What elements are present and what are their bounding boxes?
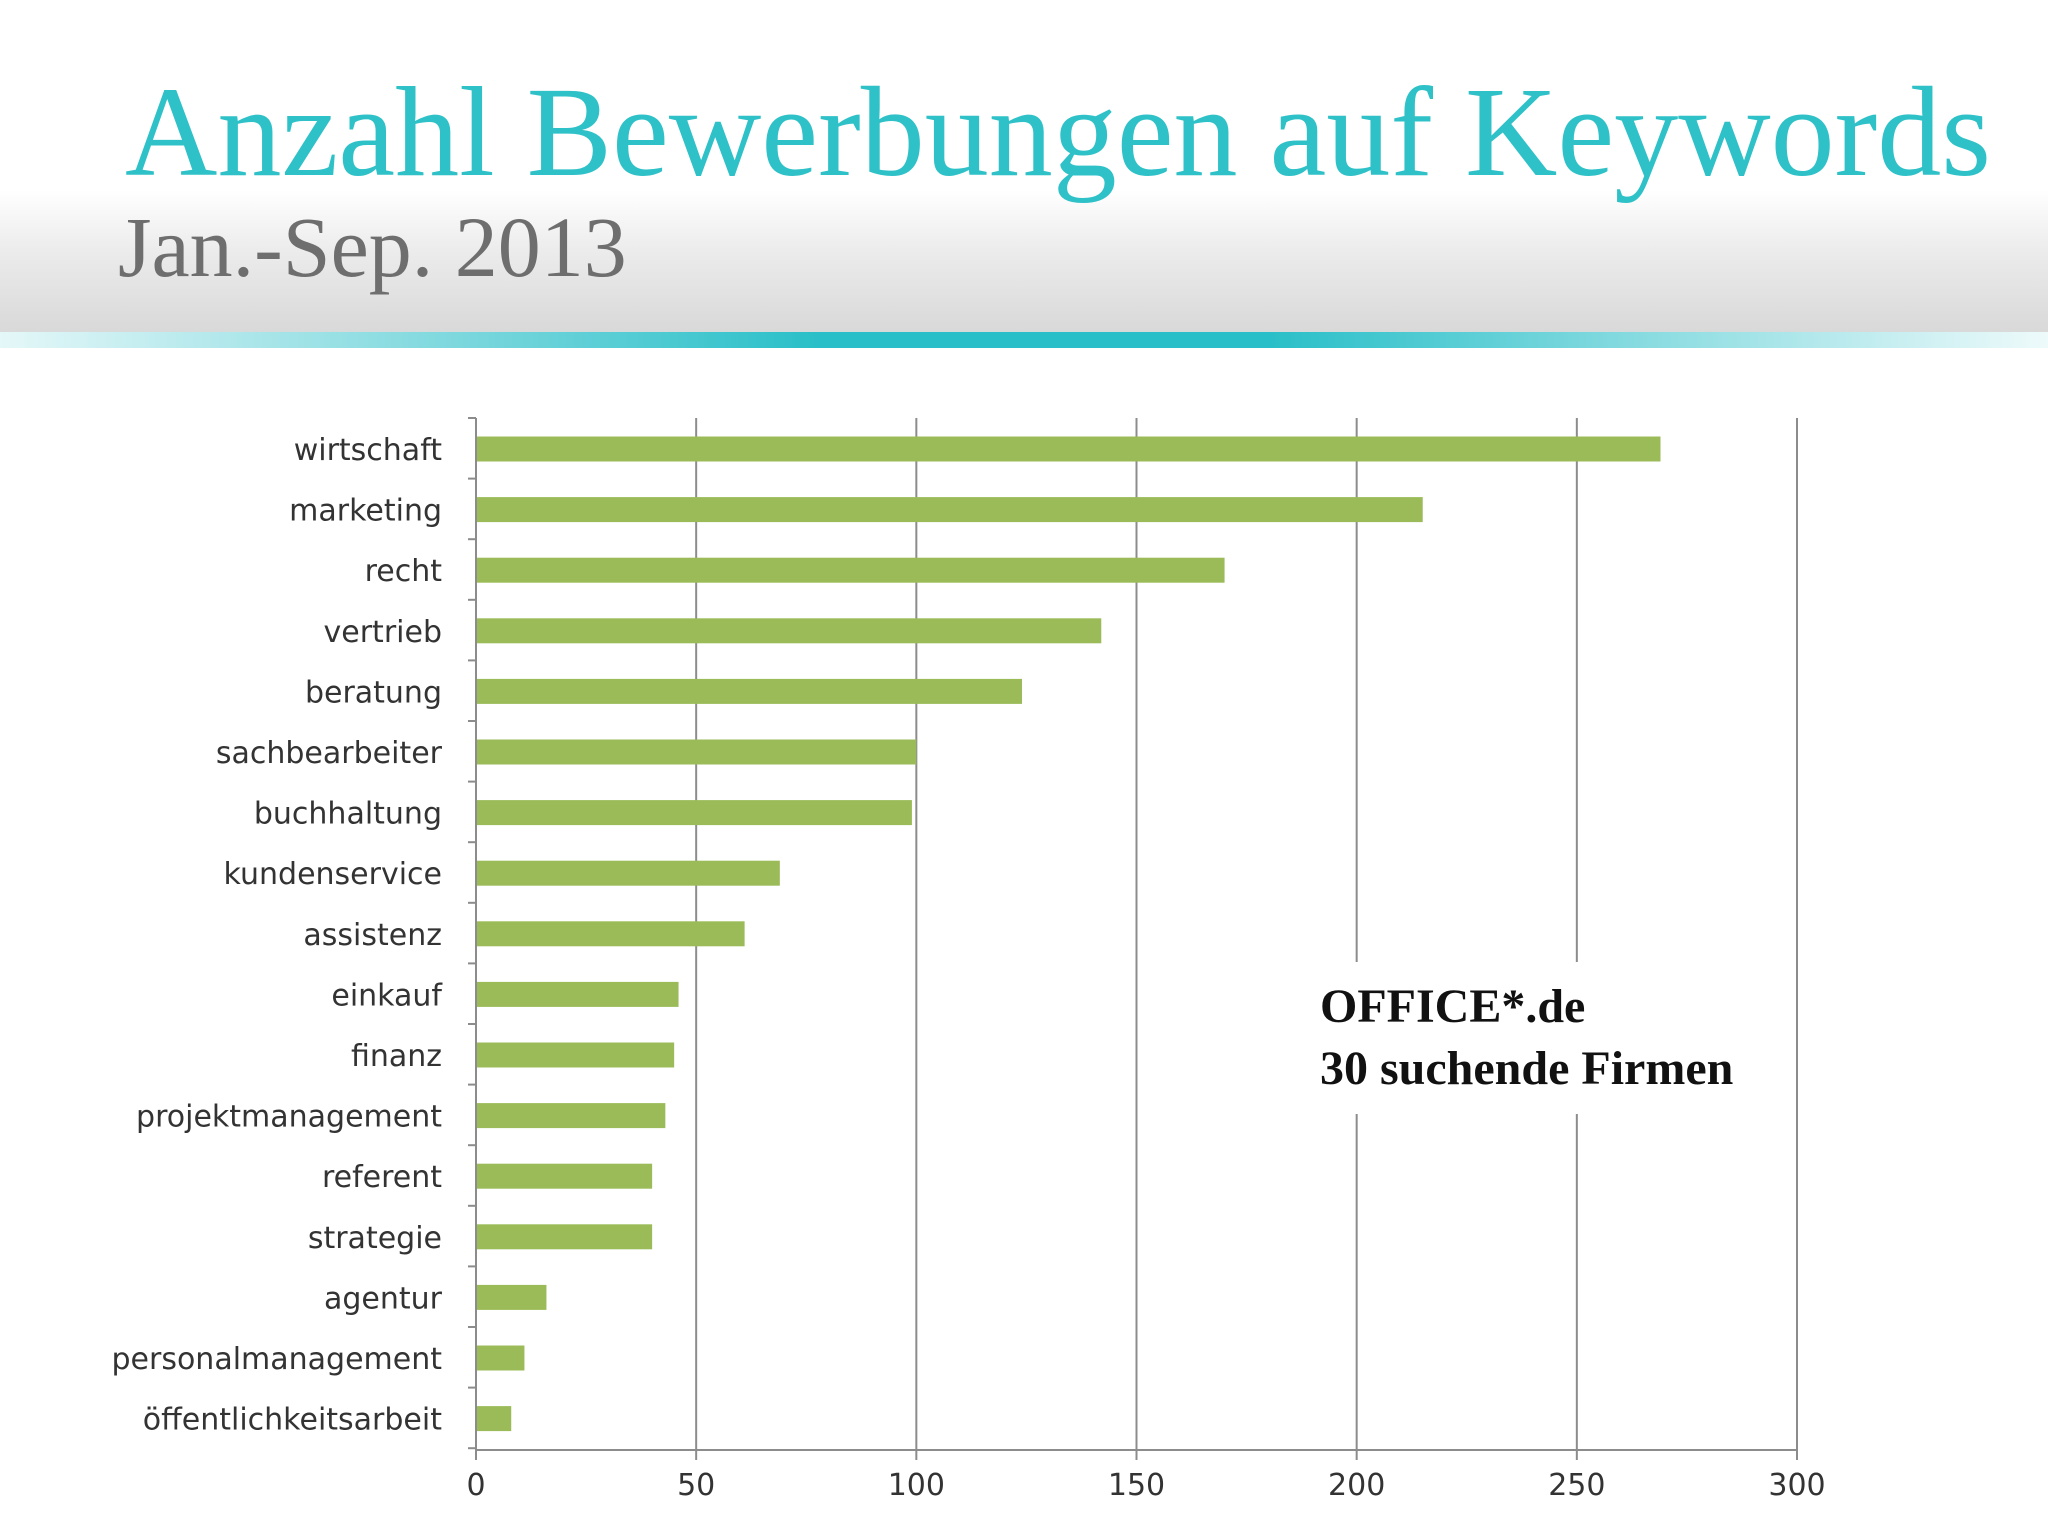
bar bbox=[477, 981, 679, 1007]
category-label: beratung bbox=[305, 675, 442, 710]
annotation-companies: 30 suchende Firmen bbox=[1320, 1042, 1734, 1095]
bar bbox=[477, 800, 912, 826]
header-accent-line bbox=[0, 332, 2048, 348]
bar bbox=[477, 436, 1661, 462]
category-label: marketing bbox=[289, 494, 442, 529]
category-label: strategie bbox=[308, 1221, 442, 1256]
x-tick-labels: 0 50 100 150 200 250 300 bbox=[466, 1468, 1825, 1503]
category-label: assistenz bbox=[303, 918, 442, 953]
chart-bars bbox=[477, 436, 1661, 1432]
category-label: recht bbox=[365, 554, 443, 589]
x-tick-label: 0 bbox=[466, 1468, 485, 1503]
chart-axes bbox=[468, 417, 1798, 1460]
bar bbox=[477, 1042, 675, 1068]
x-tick-label: 200 bbox=[1328, 1468, 1385, 1503]
annotation-site: OFFICE*.de bbox=[1320, 980, 1586, 1033]
category-label: einkauf bbox=[331, 978, 443, 1013]
category-label: vertrieb bbox=[324, 615, 442, 650]
bar bbox=[477, 860, 780, 886]
x-tick-label: 100 bbox=[888, 1468, 945, 1503]
category-label: agentur bbox=[324, 1281, 443, 1316]
annotation-box: OFFICE*.de 30 suchende Firmen bbox=[1308, 962, 1746, 1114]
header-background bbox=[0, 0, 2048, 332]
bar bbox=[477, 618, 1102, 644]
bar bbox=[477, 557, 1225, 583]
bar bbox=[477, 497, 1423, 523]
bar bbox=[477, 1406, 512, 1432]
category-label: öffentlichkeitsarbeit bbox=[143, 1403, 442, 1438]
category-labels: wirtschaft marketing recht vertrieb beratung… bbox=[111, 433, 443, 1438]
x-tick-label: 250 bbox=[1548, 1468, 1605, 1503]
x-tick-label: 150 bbox=[1108, 1468, 1165, 1503]
bar bbox=[477, 1103, 666, 1129]
category-label: referent bbox=[322, 1160, 442, 1195]
bar bbox=[477, 1224, 653, 1250]
bar bbox=[477, 1345, 525, 1371]
bar bbox=[477, 921, 745, 947]
x-tick-label: 300 bbox=[1768, 1468, 1825, 1503]
category-label: personalmanagement bbox=[111, 1342, 442, 1377]
category-label: projektmanagement bbox=[136, 1100, 442, 1135]
x-tick-label: 50 bbox=[677, 1468, 715, 1503]
category-label: buchhaltung bbox=[254, 797, 442, 832]
category-label: sachbearbeiter bbox=[216, 736, 443, 771]
bar bbox=[477, 1163, 653, 1189]
category-label: wirtschaft bbox=[294, 433, 443, 468]
slide-title: Anzahl Bewerbungen auf Keywords bbox=[125, 61, 1992, 203]
bar bbox=[477, 739, 917, 765]
category-label: finanz bbox=[351, 1039, 442, 1074]
slide-subtitle: Jan.-Sep. 2013 bbox=[118, 199, 627, 295]
category-label: kundenservice bbox=[224, 857, 442, 892]
bar bbox=[477, 1284, 547, 1310]
bar bbox=[477, 678, 1023, 704]
